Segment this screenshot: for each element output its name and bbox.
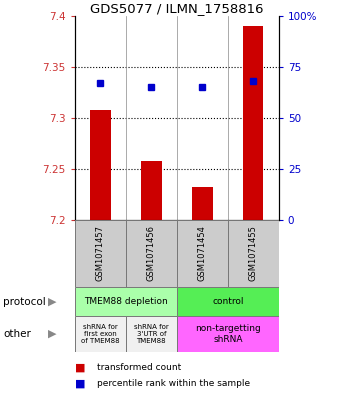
Text: GSM1071457: GSM1071457 — [96, 226, 105, 281]
Bar — [75, 316, 126, 352]
Text: control: control — [212, 297, 243, 306]
Text: ■: ■ — [75, 378, 85, 388]
Bar — [126, 316, 177, 352]
Text: non-targetting
shRNA: non-targetting shRNA — [195, 324, 261, 344]
Text: shRNA for
3'UTR of
TMEM88: shRNA for 3'UTR of TMEM88 — [134, 324, 169, 344]
Text: GSM1071454: GSM1071454 — [198, 226, 207, 281]
Bar — [90, 110, 110, 220]
Bar — [177, 287, 279, 316]
Bar — [141, 161, 162, 220]
Text: shRNA for
first exon
of TMEM88: shRNA for first exon of TMEM88 — [81, 324, 120, 344]
Bar — [75, 287, 177, 316]
Bar — [126, 220, 177, 287]
Text: ▶: ▶ — [49, 297, 57, 307]
Text: ▶: ▶ — [49, 329, 57, 339]
Bar — [75, 220, 126, 287]
Text: transformed count: transformed count — [97, 363, 181, 372]
Text: TMEM88 depletion: TMEM88 depletion — [84, 297, 168, 306]
Text: protocol: protocol — [3, 297, 46, 307]
Text: GSM1071455: GSM1071455 — [249, 226, 258, 281]
Bar — [177, 316, 279, 352]
Title: GDS5077 / ILMN_1758816: GDS5077 / ILMN_1758816 — [90, 2, 264, 15]
Text: ■: ■ — [75, 362, 85, 373]
Text: GSM1071456: GSM1071456 — [147, 226, 156, 281]
Text: percentile rank within the sample: percentile rank within the sample — [97, 379, 250, 387]
Bar — [177, 220, 228, 287]
Bar — [243, 26, 264, 220]
Bar — [192, 187, 212, 220]
Bar — [228, 220, 279, 287]
Text: other: other — [3, 329, 31, 339]
